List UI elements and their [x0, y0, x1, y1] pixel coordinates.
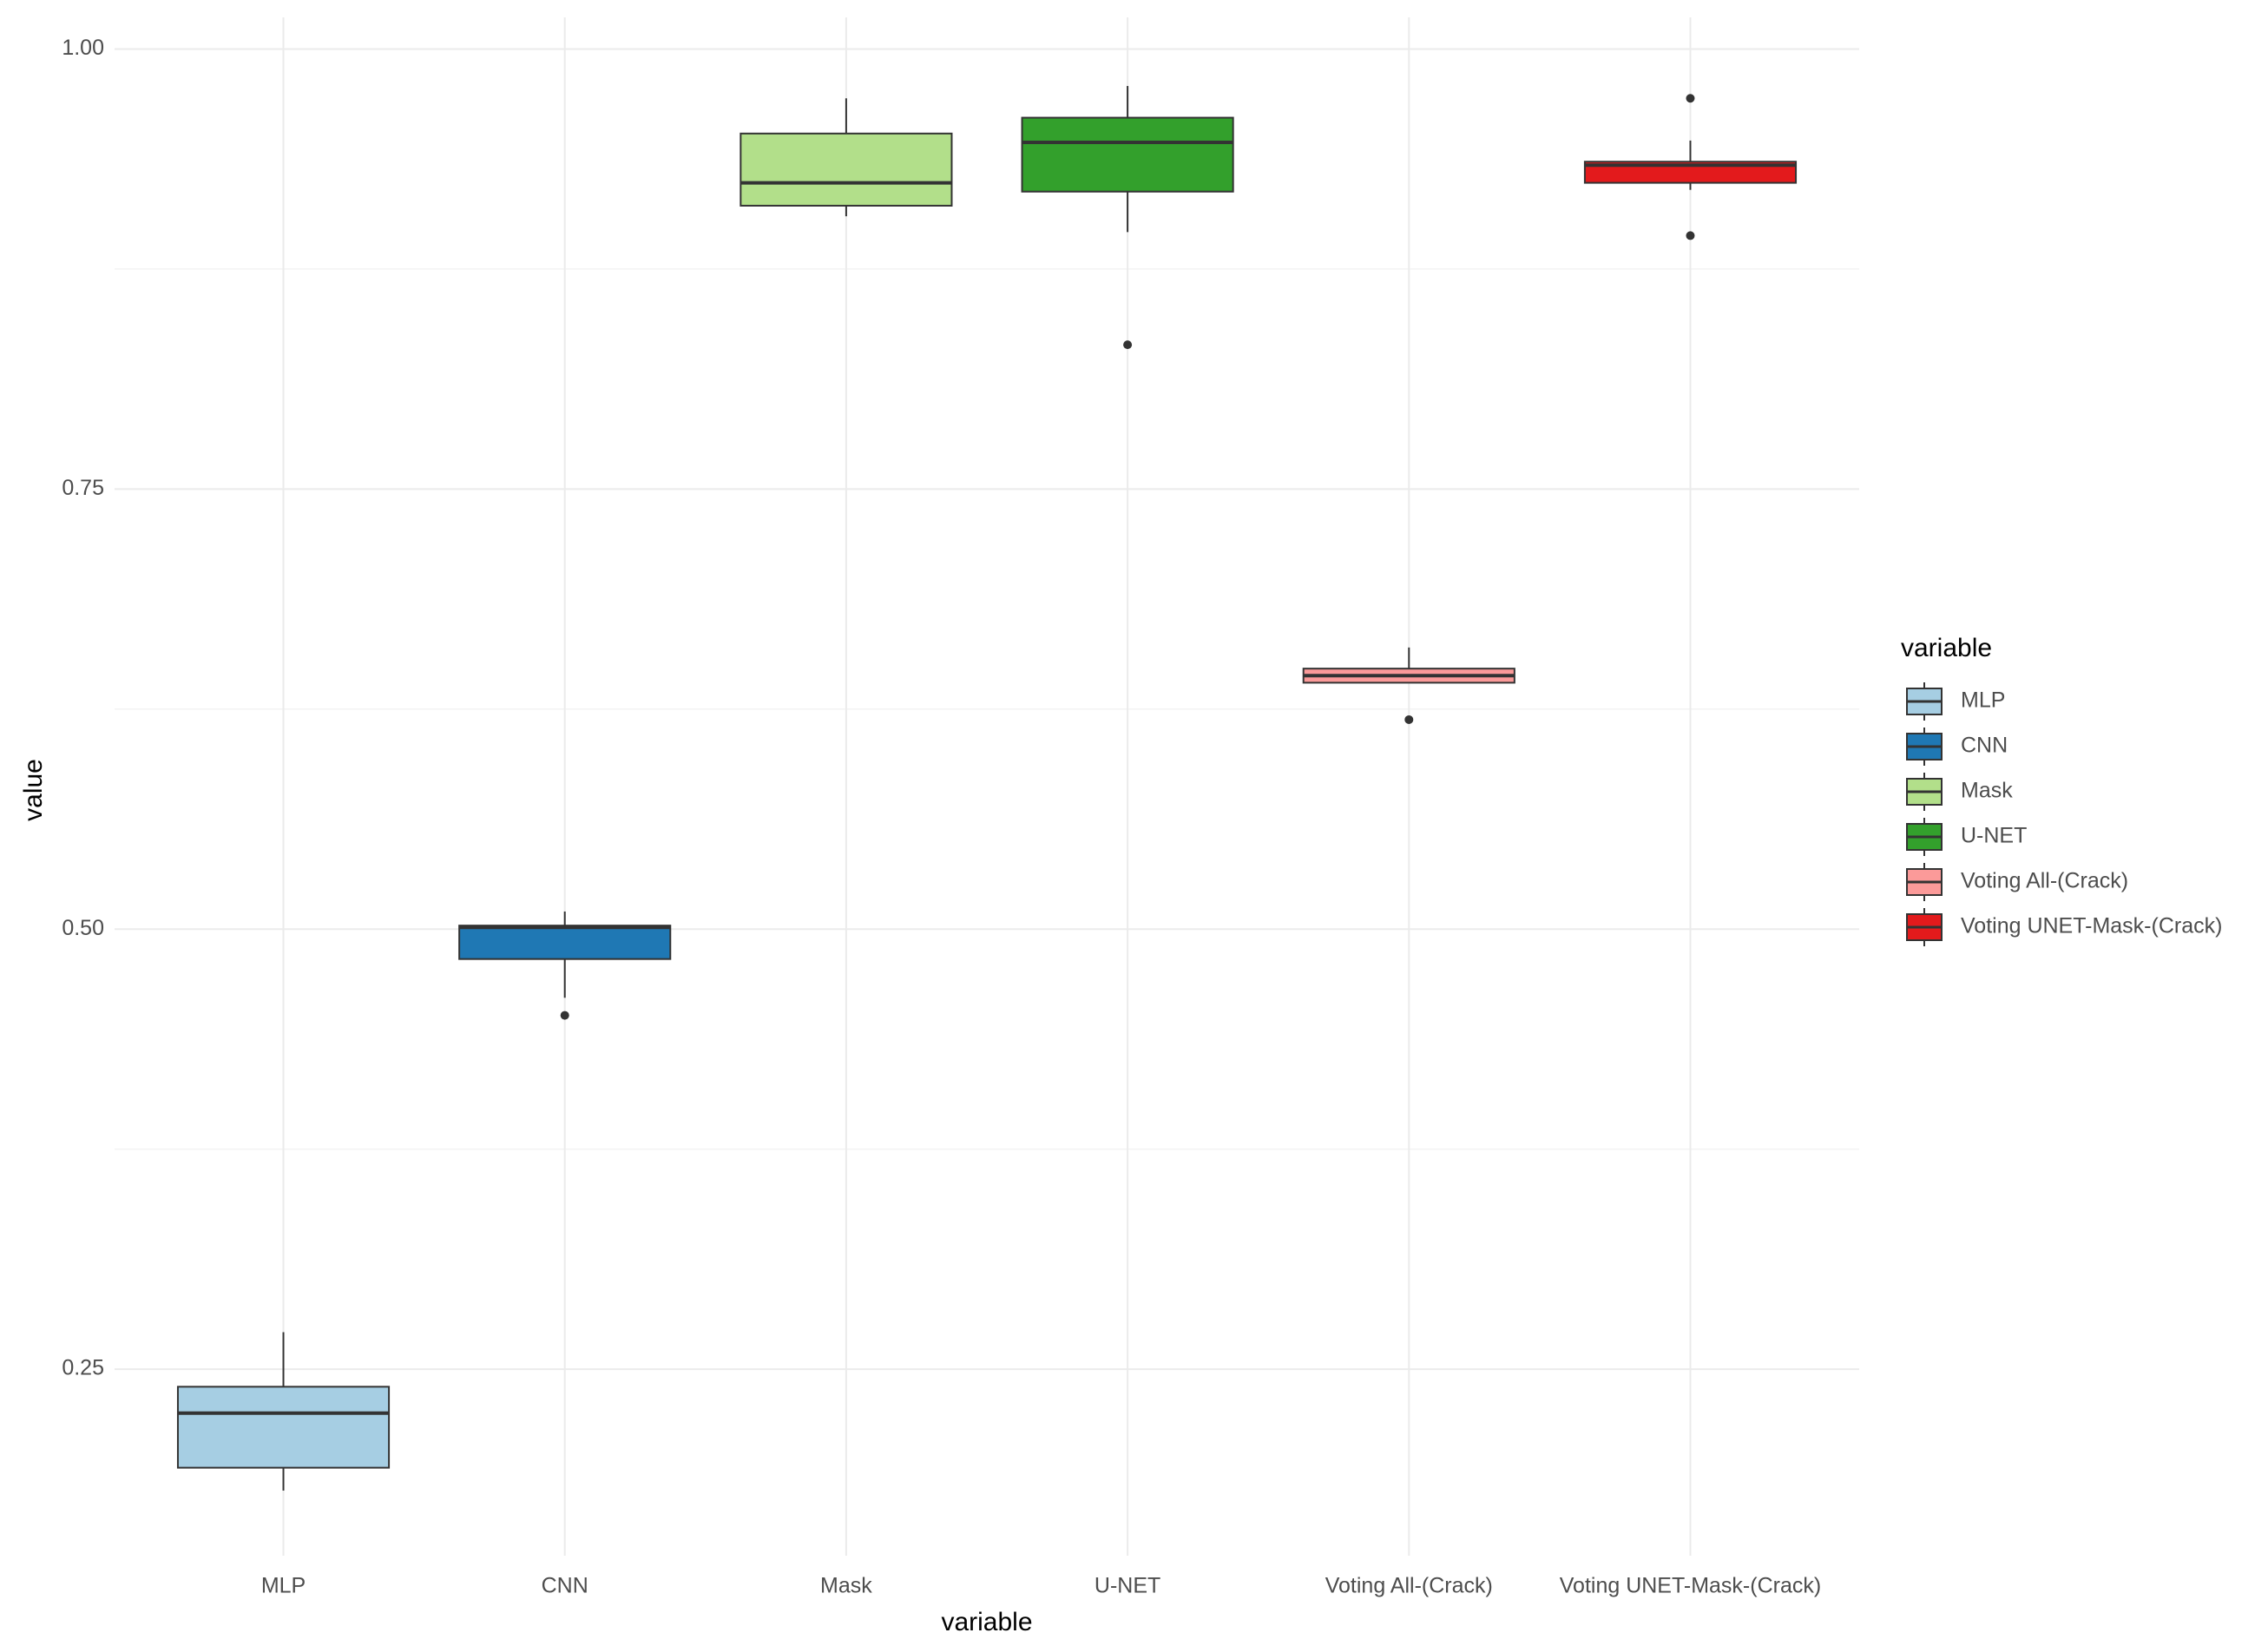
legend-title: variable: [1901, 634, 1992, 662]
y-tick-label: 0.50: [62, 916, 104, 940]
box: [458, 925, 672, 960]
x-tick-label: U-NET: [1095, 1574, 1160, 1598]
outlier: [1686, 231, 1695, 240]
y-tick-label: 0.75: [62, 476, 104, 500]
outlier: [1686, 94, 1695, 103]
box: [1021, 116, 1234, 193]
legend-label: Voting UNET-Mask-(Crack): [1961, 914, 2222, 938]
outlier: [1404, 714, 1414, 724]
y-axis-title: value: [19, 759, 48, 821]
legend-label: Voting All-(Crack): [1961, 869, 2128, 893]
x-axis-title: variable: [941, 1608, 1032, 1636]
box: [176, 1386, 391, 1469]
x-tick-label: CNN: [542, 1574, 588, 1598]
legend-label: CNN: [1961, 734, 2008, 758]
x-tick-label: Voting UNET-Mask-(Crack): [1560, 1574, 1821, 1598]
y-tick-label: 1.00: [62, 36, 104, 60]
box: [740, 132, 953, 207]
x-tick-label: MLP: [261, 1574, 306, 1598]
legend-label: Mask: [1961, 779, 2013, 803]
legend-label: U-NET: [1961, 824, 2027, 848]
x-tick-label: Voting All-(Crack): [1325, 1574, 1493, 1598]
outlier: [1123, 340, 1133, 350]
y-tick-label: 0.25: [62, 1356, 104, 1380]
outlier: [560, 1011, 569, 1020]
x-tick-label: Mask: [820, 1574, 872, 1598]
legend-label: MLP: [1961, 688, 2005, 713]
